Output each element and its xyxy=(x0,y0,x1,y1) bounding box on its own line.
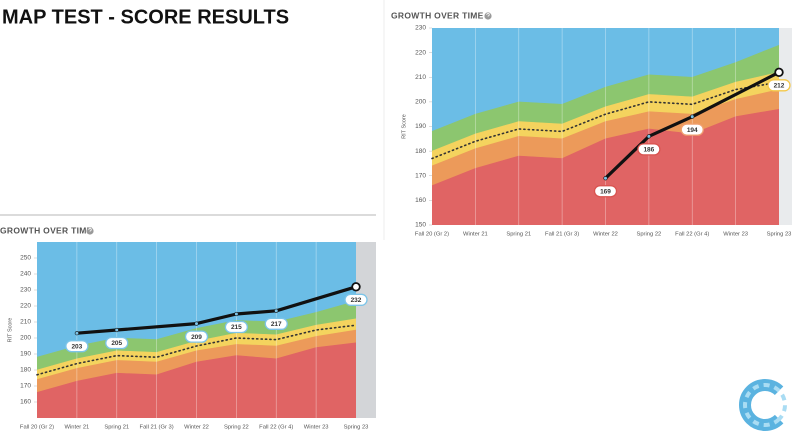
score-label: 232 xyxy=(351,297,362,304)
student-point xyxy=(194,321,199,326)
x-tick-label: Fall 22 (Gr 4) xyxy=(675,232,709,238)
student-point xyxy=(690,114,695,119)
score-label-box xyxy=(264,317,288,330)
student-point xyxy=(234,311,239,317)
score-label-box xyxy=(184,330,209,343)
y-tick-label: 190 xyxy=(20,351,31,358)
y-tick-label: 230 xyxy=(20,287,31,294)
x-tick-label: Winter 22 xyxy=(184,425,209,431)
y-tick-label: 180 xyxy=(415,148,426,155)
score-label-box xyxy=(105,336,129,350)
chart: GROWTH OVER TIME 160 170 180 190 200 210 220 230… xyxy=(0,225,376,431)
chart-title: GROWTH OVER TIME xyxy=(391,10,484,20)
x-tick-label: Fall 22 (Gr 4) xyxy=(259,425,293,431)
band-boundary xyxy=(36,342,357,393)
x-tick-label: Fall 20 (Gr 2) xyxy=(415,232,449,238)
help-icon-mark xyxy=(88,227,92,232)
y-tick-label: 160 xyxy=(415,197,426,204)
y-tick-label: 170 xyxy=(415,172,426,179)
score-label: 209 xyxy=(191,334,202,341)
y-tick-label: 150 xyxy=(415,222,426,229)
band-fill xyxy=(432,109,779,225)
score-label: 212 xyxy=(774,83,785,90)
score-label-box xyxy=(65,340,89,353)
y-axis-label: RIT Score xyxy=(7,318,13,343)
score-label: 205 xyxy=(111,340,122,347)
x-tick-label: Fall 21 (Gr 3) xyxy=(545,232,579,238)
score-label-box xyxy=(637,143,661,156)
x-tick-label: Spring 21 xyxy=(506,232,531,238)
future-strip xyxy=(356,242,376,418)
x-tick-label: Spring 22 xyxy=(224,425,249,431)
x-tick-label: Winter 21 xyxy=(64,425,89,431)
y-tick-label: 210 xyxy=(20,319,31,326)
y-tick-label: 200 xyxy=(415,99,426,106)
score-label: 217 xyxy=(271,321,282,328)
page-title: MAP TEST - SCORE RESULTS xyxy=(2,6,289,28)
y-tick-label: 210 xyxy=(415,74,426,81)
student-point xyxy=(646,134,651,139)
x-tick-label: Winter 23 xyxy=(304,425,329,431)
score-label: 186 xyxy=(643,147,654,154)
score-label: 169 xyxy=(600,188,611,195)
score-label-box xyxy=(344,293,368,306)
x-tick-label: Spring 22 xyxy=(636,232,661,238)
x-tick-label: Fall 20 (Gr 2) xyxy=(20,425,54,431)
y-tick-label: 160 xyxy=(20,399,31,406)
median-line xyxy=(36,324,357,376)
band-boundary xyxy=(431,72,780,152)
band-boundary xyxy=(36,329,357,380)
x-tick-label: Winter 21 xyxy=(463,232,488,238)
y-tick-label: 220 xyxy=(415,49,426,56)
y-tick-label: 190 xyxy=(415,123,426,130)
y-tick-label: 230 xyxy=(415,25,426,32)
logo xyxy=(739,379,791,431)
y-tick-label: 170 xyxy=(20,383,31,390)
student-point xyxy=(351,282,361,292)
median-line xyxy=(431,81,780,160)
x-tick-label: Spring 23 xyxy=(344,425,369,431)
y-tick-label: 180 xyxy=(20,367,31,374)
student-point xyxy=(774,67,784,78)
y-axis-label: RIT Score xyxy=(401,114,407,139)
logo-texture xyxy=(743,383,787,427)
score-label: 215 xyxy=(231,324,242,331)
x-tick-label: Fall 21 (Gr 3) xyxy=(140,425,174,431)
band-boundary xyxy=(431,44,780,132)
chart-title: GROWTH OVER TIME xyxy=(0,225,93,235)
band-boundary xyxy=(431,89,780,167)
student-line xyxy=(76,285,357,335)
x-tick-label: Spring 21 xyxy=(104,425,129,431)
y-tick-label: 240 xyxy=(20,271,31,278)
future-strip xyxy=(779,28,792,225)
x-tick-label: Winter 23 xyxy=(723,232,748,238)
score-label-box xyxy=(680,123,704,136)
x-tick-label: Spring 23 xyxy=(767,232,792,238)
student-point xyxy=(74,331,79,336)
score-label: 194 xyxy=(687,127,698,134)
score-label-box xyxy=(593,185,618,198)
student-line xyxy=(604,70,780,180)
y-tick-label: 250 xyxy=(20,255,31,262)
student-point xyxy=(603,176,608,181)
y-tick-label: 200 xyxy=(20,335,31,342)
student-point xyxy=(114,327,119,333)
student-point xyxy=(274,308,279,313)
chart: GROWTH OVER TIME 150 160 170 180 190 200 210 220… xyxy=(391,10,792,238)
score-label-box xyxy=(767,79,791,92)
help-icon-mark xyxy=(486,12,490,17)
score-label-box xyxy=(224,320,249,334)
band-fill xyxy=(37,342,356,418)
score-label: 203 xyxy=(71,343,82,350)
band-boundary xyxy=(431,108,780,186)
band-boundary xyxy=(36,300,357,358)
x-tick-label: Winter 22 xyxy=(593,232,618,238)
y-tick-label: 220 xyxy=(20,303,31,310)
